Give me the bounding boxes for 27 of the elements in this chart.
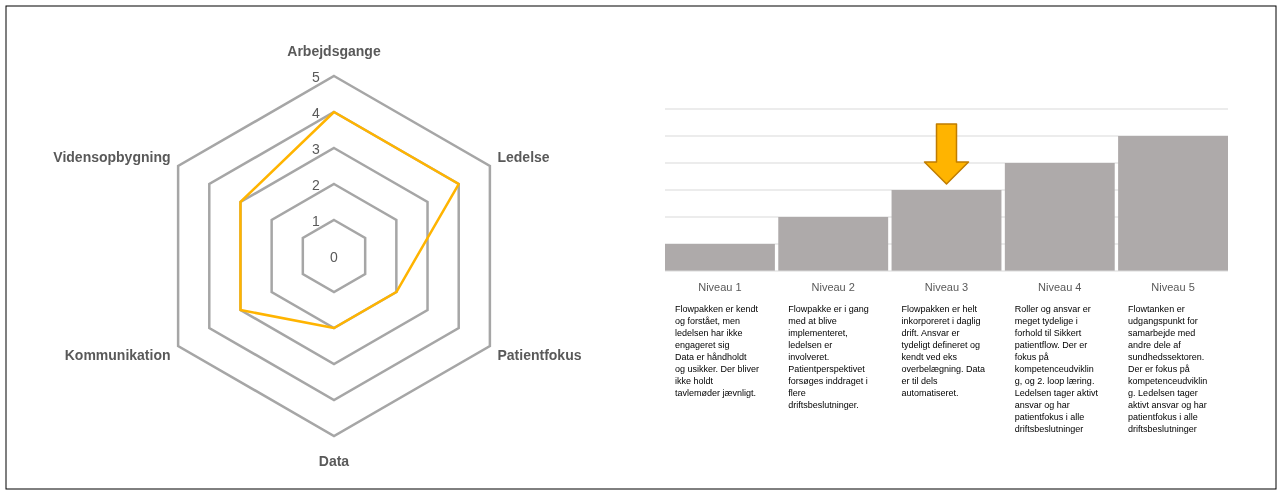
- x-tick-label: Niveau 4: [1038, 281, 1082, 293]
- x-tick-label: Niveau 3: [924, 281, 969, 293]
- x-tick-label: Niveau 1: [698, 281, 742, 293]
- bar: [1004, 163, 1115, 271]
- bar: [778, 217, 889, 271]
- x-tick-label: Niveau 2: [811, 281, 855, 293]
- y-tick-label: 3: [312, 141, 321, 157]
- text: Flowpakken er kendt og forstået, men ledelsen har ikke engageret sig Data er håndholdt og usikker. Der bliver ikke holdt tavlemøder jævnligt.: [675, 304, 760, 398]
- y-tick-label: 4: [312, 105, 321, 121]
- bar: [891, 190, 1002, 271]
- spoke-label: Ledelse: [497, 149, 550, 165]
- spoke-label: Patientfokus: [497, 347, 582, 363]
- text: Flowtanken er udgangspunkt for samarbejde med andre dele af sundhedssektoren. Der er fokus på kompetenceudviklin g. Ledelsen tager aktivt ansvar og har patientfokus i alle driftsbeslutninger: [1128, 304, 1208, 434]
- y-tick-label: 1: [312, 213, 321, 229]
- text: Roller og ansvar er meget tydelige i forhold til Sikkert patientflow. Der er fokus på kompetenceudviklin g, og 2. loop læring. Ledelsen tager aktivt ansvar og har patientfokus i alle driftsbeslutninger: [1014, 304, 1098, 434]
- bar: [665, 244, 775, 271]
- spoke-label: Vidensopbygning: [53, 149, 171, 165]
- spoke-label: Data: [318, 453, 350, 469]
- y-tick-label: 5: [312, 69, 321, 85]
- text: Flowpakken er helt inkorporeret i daglig drift. Ansvar er tydeligt defineret og kendt ved eks overbelægning. Data er til dels automatiseret.: [901, 304, 986, 398]
- y-tick-label: 2: [312, 177, 321, 193]
- text: Flowpakke er i gang med at blive implementeret, ledelsen er involveret. Patientperspektivet forsøges inddraget i flere driftsbeslutninger.: [788, 304, 869, 410]
- y-tick-label: 0: [330, 249, 339, 265]
- bar: [1118, 136, 1228, 271]
- spoke-label: Arbejdsgange: [287, 43, 381, 59]
- x-tick-label: Niveau 5: [1151, 281, 1195, 293]
- spoke-label: Kommunikation: [64, 347, 171, 363]
